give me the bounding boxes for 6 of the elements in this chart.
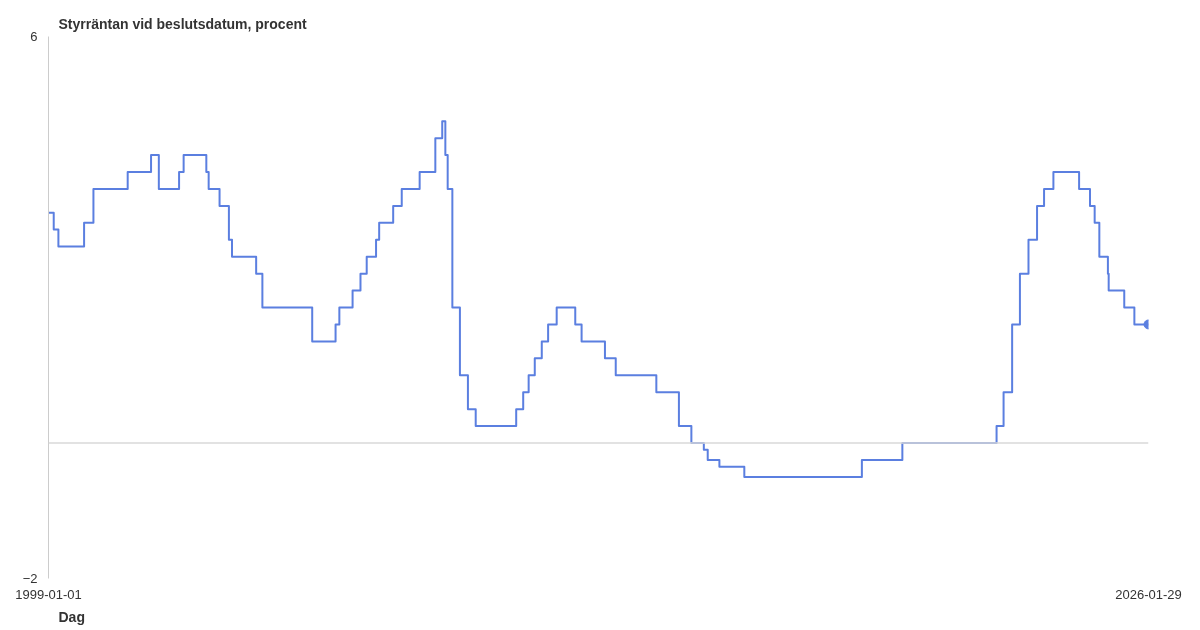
x-tick-label: 1999-01-01 [15,586,82,602]
x-axis-title: Dag [58,608,85,625]
y-tick-label: −2 [22,571,38,586]
y-tick-label: 6 [30,29,38,44]
y-axis-title: Styrräntan vid beslutsdatum, procent [58,15,307,32]
x-tick-label: 2026-01-29 [1115,586,1182,602]
